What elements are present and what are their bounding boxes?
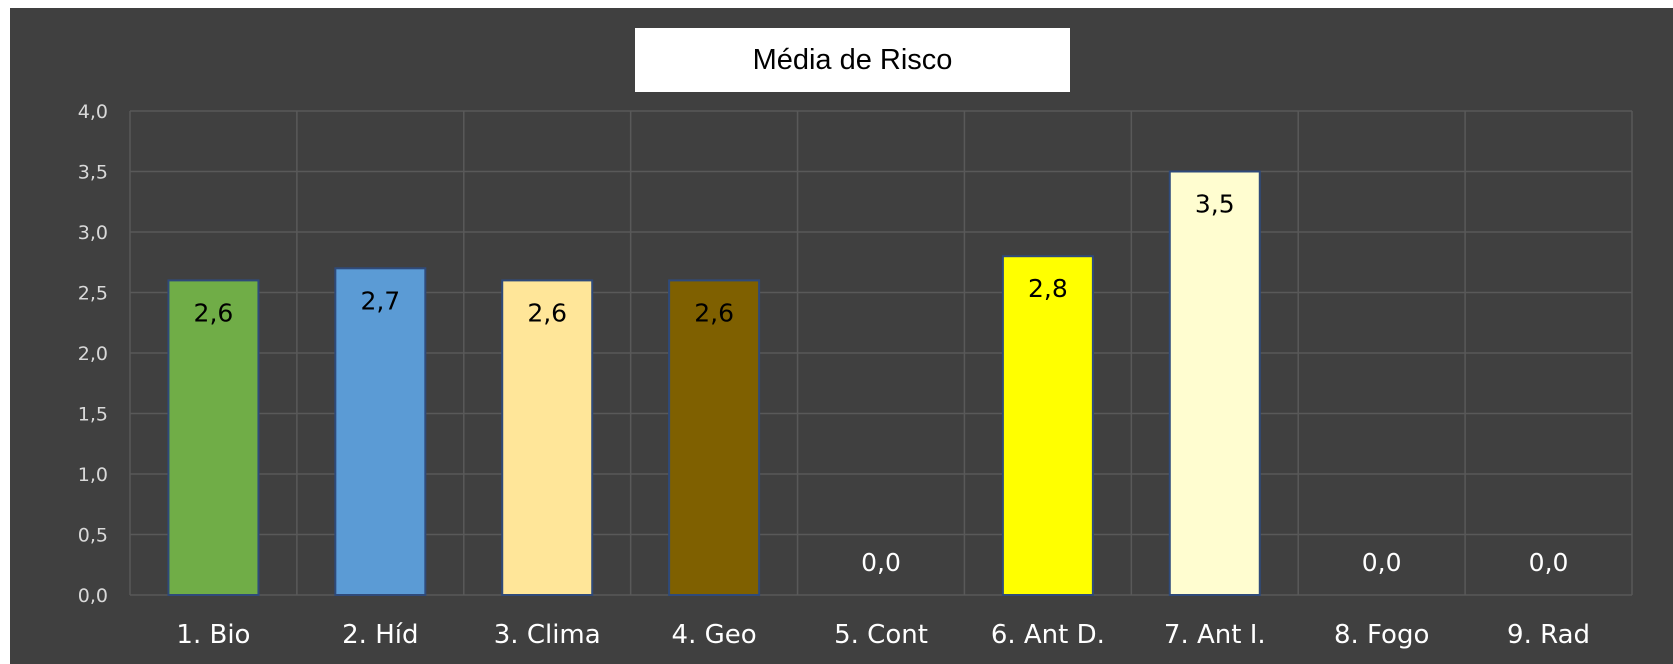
x-tick-label: 6. Ant D. xyxy=(991,620,1105,650)
x-tick-label: 5. Cont xyxy=(834,620,928,650)
data-label: 0,0 xyxy=(861,548,901,577)
data-label: 0,0 xyxy=(1362,548,1402,577)
y-tick-label: 0,0 xyxy=(78,585,108,607)
x-tick-label: 3. Clima xyxy=(494,620,601,650)
bar xyxy=(167,279,260,596)
chart-frame xyxy=(10,8,1673,664)
x-tick-label: 7. Ant I. xyxy=(1164,620,1266,650)
y-tick-label: 0,5 xyxy=(78,525,108,547)
y-tick-label: 2,0 xyxy=(78,343,108,365)
chart-title: Média de Risco xyxy=(635,28,1070,92)
label-layer: 0,0 0,5 1,0 1,5 2,0 2,5 3,0 3,5 4,0 2,6 1. Bio 2,7 2… xyxy=(78,101,1590,650)
data-label: 2,8 xyxy=(1028,274,1068,303)
bar xyxy=(668,279,761,596)
bar xyxy=(334,267,427,596)
bar xyxy=(1168,170,1261,596)
data-label: 2,7 xyxy=(360,286,400,315)
y-tick-label: 2,5 xyxy=(78,283,108,305)
y-tick-label: 3,5 xyxy=(78,162,108,184)
bar-layer xyxy=(167,170,1261,596)
y-tick-label: 1,5 xyxy=(78,404,108,426)
y-tick-label: 3,0 xyxy=(78,222,108,244)
x-tick-label: 2. Híd xyxy=(342,620,418,650)
data-label: 3,5 xyxy=(1195,190,1235,219)
data-label: 2,6 xyxy=(694,298,734,327)
data-label: 2,6 xyxy=(194,298,234,327)
bar xyxy=(1001,255,1094,596)
data-label: 0,0 xyxy=(1529,548,1569,577)
x-tick-label: 4. Geo xyxy=(672,620,757,650)
x-tick-label: 8. Fogo xyxy=(1334,620,1429,650)
bar xyxy=(501,279,594,596)
data-label: 2,6 xyxy=(527,298,567,327)
y-tick-label: 1,0 xyxy=(78,464,108,486)
y-tick-label: 4,0 xyxy=(78,101,108,123)
x-tick-label: 1. Bio xyxy=(176,620,250,650)
x-tick-label: 9. Rad xyxy=(1507,620,1590,650)
